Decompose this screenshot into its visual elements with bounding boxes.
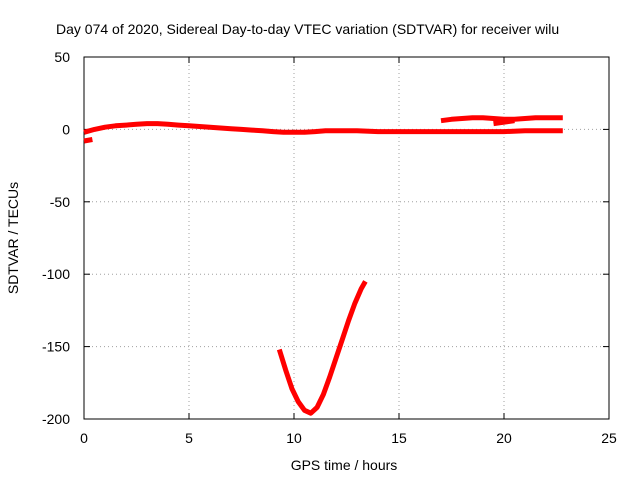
series-line-satellite-track-main xyxy=(83,121,563,135)
y-tick-label: -150 xyxy=(42,339,70,355)
y-tick-label: -200 xyxy=(42,411,70,427)
x-tick-label: 0 xyxy=(80,430,88,446)
plot-frame xyxy=(83,56,610,420)
series-group xyxy=(83,115,563,416)
x-tick-label: 15 xyxy=(391,430,407,446)
y-tick-label: -50 xyxy=(50,194,70,210)
y-axis-title: SDTVAR / TECUs xyxy=(5,182,21,294)
y-tick-label: 50 xyxy=(54,49,70,65)
x-tick-label: 25 xyxy=(601,430,617,446)
series-line-satellite-track-fragment-b xyxy=(493,118,515,127)
series-line-satellite-track-upper xyxy=(440,115,563,124)
y-tick-label: 0 xyxy=(62,121,70,137)
y-tick-label: -100 xyxy=(42,266,70,282)
series-line-satellite-track-dip xyxy=(276,280,368,416)
grid xyxy=(84,57,609,419)
x-tick-label: 5 xyxy=(185,430,193,446)
x-tick-label: 20 xyxy=(496,430,512,446)
series-line-satellite-track-fragment-a xyxy=(83,137,93,144)
chart-title: Day 074 of 2020, Sidereal Day-to-day VTE… xyxy=(56,21,559,37)
x-tick-label: 10 xyxy=(286,430,302,446)
x-axis-title: GPS time / hours xyxy=(291,457,398,473)
ticks: 0 5 10 15 20 25 -200 -150 -100 -50 0 50 xyxy=(42,49,617,446)
